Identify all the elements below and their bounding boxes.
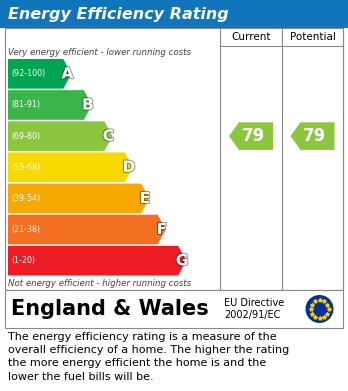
Text: Very energy efficient - lower running costs: Very energy efficient - lower running co…: [8, 48, 191, 57]
Text: EU Directive: EU Directive: [224, 298, 284, 308]
Text: Not energy efficient - higher running costs: Not energy efficient - higher running co…: [8, 279, 191, 288]
Text: (92-100): (92-100): [11, 69, 45, 78]
Text: (39-54): (39-54): [11, 194, 40, 203]
Text: (69-80): (69-80): [11, 132, 40, 141]
Polygon shape: [8, 59, 71, 89]
Polygon shape: [8, 152, 133, 182]
Text: England & Wales: England & Wales: [11, 299, 209, 319]
Text: 2002/91/EC: 2002/91/EC: [224, 310, 280, 320]
Polygon shape: [291, 122, 334, 150]
Text: 79: 79: [242, 127, 265, 145]
Text: (81-91): (81-91): [11, 100, 40, 109]
Text: (55-68): (55-68): [11, 163, 40, 172]
Text: E: E: [140, 191, 150, 206]
Bar: [0, 0, 348, 28]
Text: Potential: Potential: [290, 32, 335, 42]
Text: Energy Efficiency Rating: Energy Efficiency Rating: [8, 7, 229, 22]
Text: The energy efficiency rating is a measure of the
overall efficiency of a home. T: The energy efficiency rating is a measur…: [8, 332, 289, 382]
Text: G: G: [176, 253, 188, 268]
Polygon shape: [8, 90, 92, 120]
Circle shape: [306, 295, 333, 323]
Polygon shape: [8, 121, 112, 151]
Text: A: A: [62, 66, 73, 81]
Text: (1-20): (1-20): [11, 256, 35, 265]
Text: B: B: [82, 97, 94, 113]
Text: F: F: [157, 222, 167, 237]
Text: 79: 79: [303, 127, 327, 145]
Text: (21-38): (21-38): [11, 225, 40, 234]
Bar: [220, 28, 282, 46]
Bar: [5, 290, 343, 328]
Polygon shape: [8, 183, 149, 213]
Text: Current: Current: [231, 32, 271, 42]
Polygon shape: [229, 122, 273, 150]
Polygon shape: [8, 215, 166, 244]
Bar: [5, 28, 343, 290]
Text: D: D: [122, 160, 135, 175]
Bar: [282, 28, 343, 46]
Polygon shape: [8, 246, 186, 276]
Text: C: C: [103, 129, 114, 143]
